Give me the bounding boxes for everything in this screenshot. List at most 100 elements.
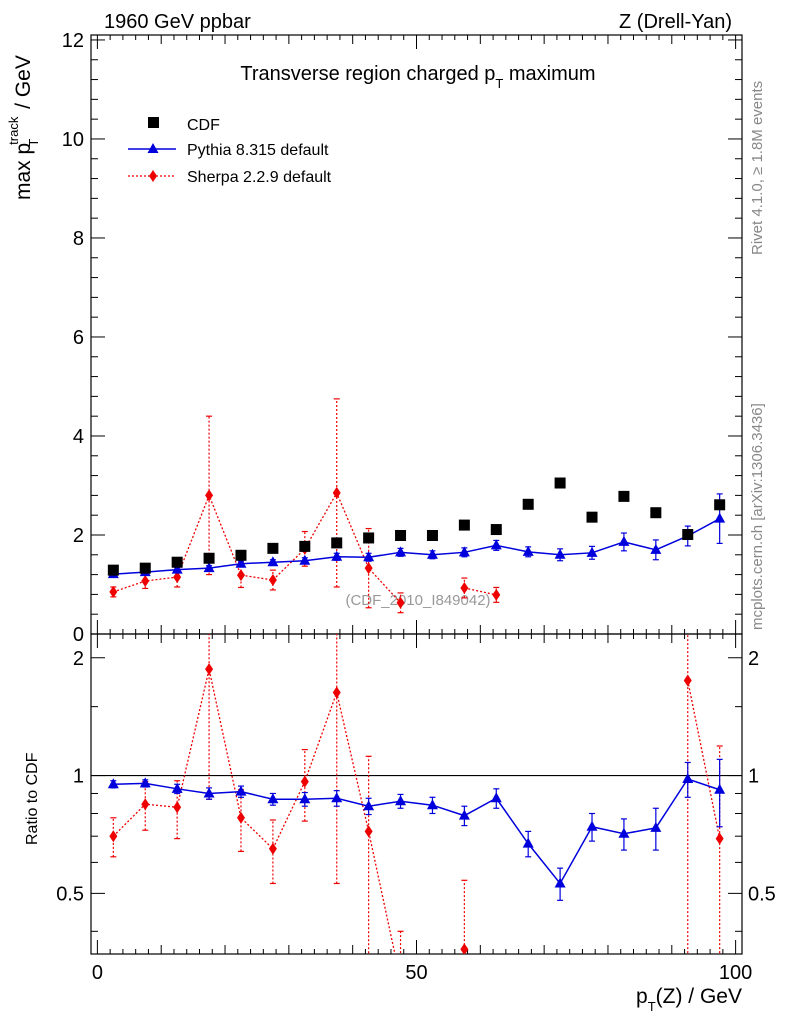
pythia-ratio-point	[299, 793, 311, 804]
x-tick-label: 0	[92, 962, 103, 984]
sherpa-main-line	[464, 587, 497, 596]
chart-title-sub: T	[495, 76, 503, 91]
pythia-main-point	[363, 551, 375, 562]
pythia-main-point	[171, 563, 183, 574]
pythia-ratio-point	[490, 792, 502, 803]
ratio-tick-label-right: 2	[748, 648, 759, 670]
ratio-tick-label-left: 0.5	[56, 883, 84, 905]
pythia-main-point	[490, 539, 502, 550]
header-right-label: Z (Drell-Yan)	[619, 11, 732, 33]
cdf-data-point	[426, 529, 438, 541]
y-tick-label: 0	[73, 624, 84, 646]
chart-title-tail: maximum	[503, 63, 595, 85]
pythia-main-point	[331, 550, 343, 561]
pythia-main-point	[650, 543, 662, 554]
chart-title-main: Transverse region charged p	[240, 63, 495, 85]
cdf-data-point	[331, 537, 343, 549]
pythia-ratio-point	[203, 787, 215, 798]
pythia-ratio-point	[682, 772, 694, 783]
sherpa-main-point	[173, 571, 182, 584]
sherpa-main-point	[205, 489, 214, 502]
y-tick-label: 8	[73, 228, 84, 250]
y-axis-label-tail: / GeV	[12, 55, 35, 115]
cdf-data-point	[458, 519, 470, 531]
ratio-tick-label-left: 2	[73, 648, 84, 670]
y-tick-label: 2	[73, 525, 84, 547]
y-axis-label-sub: T	[26, 139, 41, 147]
sherpa-main-point	[492, 588, 501, 601]
sherpa-ratio-point	[364, 825, 373, 838]
pythia-main-point	[586, 546, 598, 557]
cdf-data-point	[650, 507, 662, 519]
chart-title: Transverse region charged pT maximum	[240, 63, 595, 91]
ratio-panel-frame	[90, 633, 743, 955]
ratio-tick-label-left: 1	[73, 766, 84, 788]
sherpa-main-point	[396, 596, 405, 609]
pythia-main-point	[554, 548, 566, 559]
cdf-data-point	[171, 556, 183, 568]
sherpa-ratio-line	[687, 680, 721, 839]
x-tick-label: 50	[405, 962, 427, 984]
legend-sherpa-label: Sherpa 2.2.9 default	[187, 169, 332, 186]
main-panel-data	[107, 398, 726, 614]
pythia-main-line	[113, 517, 721, 575]
y-axis-label: max ptrack T / GeV	[6, 55, 41, 200]
cdf-data-point	[299, 540, 311, 552]
sherpa-ratio-point	[300, 775, 309, 788]
pythia-main-point	[522, 545, 534, 556]
x-axis-label-tail: (Z) / GeV	[656, 985, 742, 1008]
pythia-main-point	[299, 554, 311, 565]
x-axis-label: pT(Z) / GeV	[636, 985, 742, 1014]
ratio-tick-label-right: 0.5	[748, 883, 776, 905]
legend: CDF Pythia 8.315 default Sherpa 2.2.9 de…	[128, 117, 332, 186]
data-layer	[107, 398, 726, 986]
cdf-data-point	[490, 524, 502, 536]
sherpa-ratio-line	[112, 669, 396, 954]
sherpa-ratio-point	[715, 832, 724, 845]
legend-pythia-label: Pythia 8.315 default	[187, 142, 329, 159]
pythia-ratio-point	[235, 785, 247, 796]
ratio-panel-data	[107, 634, 726, 986]
ratio-axis-label: Ratio to CDF	[24, 752, 41, 845]
cdf-data-point	[363, 532, 375, 544]
pythia-main-point	[203, 562, 215, 573]
y-tick-label: 4	[73, 426, 84, 448]
cdf-data-point	[618, 490, 630, 502]
y-tick-label: 12	[62, 30, 84, 52]
cdf-data-point	[522, 498, 534, 510]
sherpa-ratio-point	[268, 842, 277, 855]
sherpa-main-point	[268, 574, 277, 587]
pythia-ratio-point	[522, 837, 534, 848]
y-axis-label-sup: track	[6, 116, 21, 145]
analysis-watermark: (CDF_2010_I849042)	[345, 592, 490, 609]
sherpa-ratio-point	[397, 974, 405, 986]
sherpa-main-point	[141, 575, 150, 588]
sherpa-main-point	[460, 581, 469, 594]
cdf-data-point	[107, 564, 119, 576]
legend-sherpa-marker	[149, 170, 157, 182]
pythia-ratio-point	[426, 799, 438, 810]
pythia-main-point	[458, 546, 470, 557]
cdf-data-point	[395, 529, 407, 541]
rivet-side-label: Rivet 4.1.0, ≥ 1.8M events	[749, 81, 766, 255]
cdf-data-point	[235, 549, 247, 561]
cdf-data-point	[203, 552, 215, 564]
sherpa-ratio-point	[173, 801, 182, 814]
sherpa-main-point	[332, 486, 341, 499]
sherpa-ratio-point	[683, 674, 692, 687]
cdf-data-point	[139, 562, 151, 574]
pythia-ratio-point	[331, 792, 343, 803]
sherpa-ratio-point	[236, 811, 245, 824]
sherpa-ratio-point	[109, 830, 118, 843]
pythia-main-point	[395, 546, 407, 557]
pythia-ratio-point	[650, 821, 662, 832]
sherpa-ratio-point	[141, 798, 150, 811]
sherpa-ratio-point	[460, 943, 469, 954]
pythia-ratio-point	[586, 820, 598, 831]
sherpa-main-point	[364, 562, 373, 575]
pythia-main-point	[426, 548, 438, 559]
sherpa-ratio-point	[332, 686, 341, 699]
sherpa-main-point	[109, 585, 118, 598]
